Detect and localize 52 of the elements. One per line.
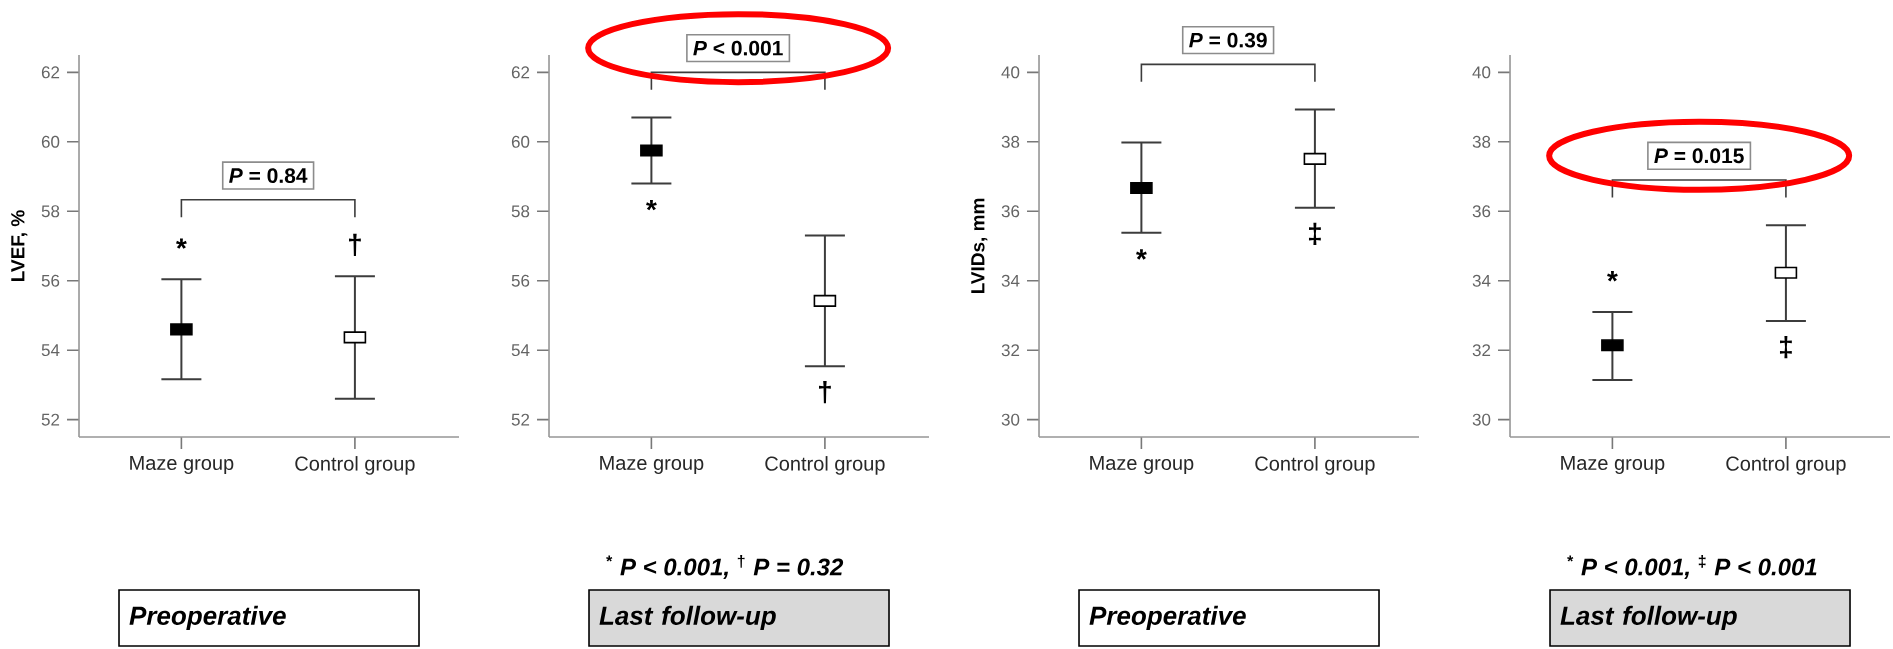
- x-tick-label: Control group: [765, 456, 885, 475]
- y-tick-label: 52: [511, 413, 530, 426]
- annotation: *: [646, 199, 657, 211]
- text: $^{*}$ P < 0.001, $^{†}$ P = 0.32: [606, 554, 844, 579]
- annotation: P = 0.84: [229, 168, 308, 184]
- annotation: *: [1136, 249, 1147, 260]
- y-tick-label: 38: [1472, 135, 1491, 148]
- y-tick-label: 36: [1001, 205, 1020, 218]
- x-tick-label: Control group: [1255, 456, 1375, 475]
- y-axis-title: LVIDs, mm: [971, 198, 988, 294]
- y-tick-label: 62: [41, 66, 60, 79]
- y-tick-label: 32: [1001, 344, 1020, 357]
- y-tick-label: 60: [511, 135, 530, 148]
- x-tick-label: Maze group: [1090, 456, 1194, 474]
- y-tick-label: 40: [1001, 66, 1020, 79]
- text: $^{*}$ P < 0.001, $^{‡}$ P < 0.001: [1567, 554, 1817, 579]
- annotation: *: [1607, 271, 1618, 282]
- y-tick-label: 52: [41, 413, 60, 426]
- text: Preoperative: [1089, 605, 1246, 631]
- annotation: P < 0.001: [693, 40, 783, 56]
- y-axis-title: LVEF, %: [11, 210, 28, 281]
- annotation: ‡: [1308, 222, 1321, 245]
- text: Preoperative: [129, 605, 286, 631]
- y-tick-label: 54: [511, 344, 530, 357]
- text: P = 0.39: [1189, 32, 1267, 48]
- x-tick-label: Maze group: [600, 456, 704, 474]
- y-tick-label: 34: [1001, 274, 1020, 287]
- text: Last follow-up: [1560, 605, 1737, 631]
- annotation: ‡: [1779, 335, 1792, 359]
- x-tick-label: Maze group: [130, 456, 234, 474]
- y-tick-label: 54: [41, 344, 60, 357]
- annotation: P = 0.015: [1654, 148, 1744, 164]
- y-tick-label: 38: [1001, 135, 1020, 148]
- y-tick-label: 34: [1472, 274, 1491, 287]
- y-tick-label: 36: [1472, 205, 1491, 218]
- y-tick-label: 60: [41, 135, 60, 148]
- y-tick-label: 58: [41, 205, 60, 218]
- text: Last follow-up: [599, 605, 776, 631]
- x-tick-label: Control group: [1726, 456, 1846, 475]
- y-tick-label: 30: [1472, 413, 1491, 426]
- y-tick-label: 56: [41, 274, 60, 287]
- y-tick-label: 40: [1472, 66, 1491, 79]
- y-tick-label: 30: [1001, 413, 1020, 426]
- y-tick-label: 32: [1472, 344, 1491, 357]
- annotation: †: [349, 233, 361, 257]
- annotation: †: [819, 381, 831, 404]
- annotation: *: [176, 238, 187, 249]
- y-tick-label: 58: [511, 205, 530, 218]
- y-tick-label: 56: [511, 274, 530, 287]
- y-tick-label: 62: [511, 66, 530, 79]
- x-tick-label: Maze group: [1561, 456, 1665, 474]
- x-tick-label: Control group: [295, 456, 415, 475]
